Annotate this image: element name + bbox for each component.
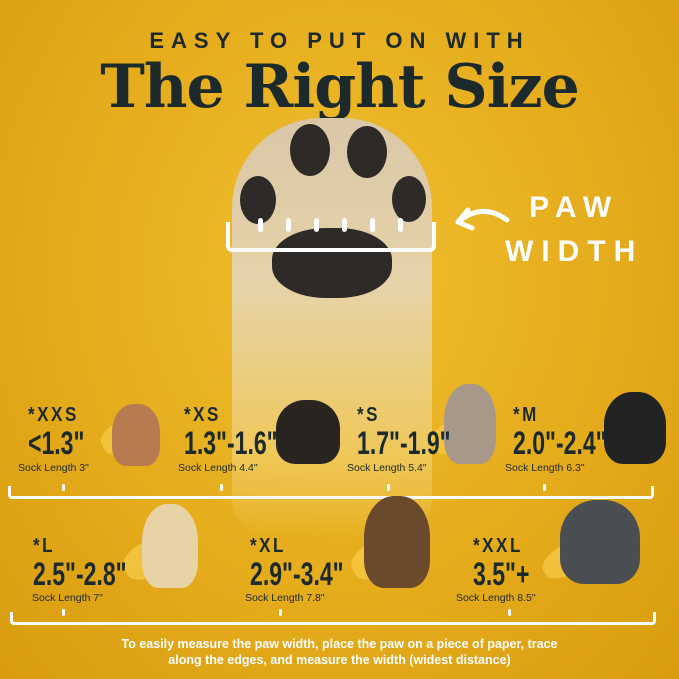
sock-length: Sock Length 4.4" (178, 462, 258, 474)
size-scale-row1 (8, 486, 654, 499)
sock-length: Sock Length 7" (32, 592, 103, 604)
dog-paw-photo (232, 118, 432, 538)
size-s: *S 1.7"-1.9" (357, 404, 487, 459)
sock-length: Sock Length 7.8" (245, 592, 325, 604)
dog-german-shepherd-image (364, 496, 430, 588)
size-range: 2.0"-2.4" (513, 425, 607, 461)
sock-length: Sock Length 3" (18, 462, 89, 474)
size-m: *M 2.0"-2.4" (513, 404, 643, 459)
measuring-instructions: To easily measure the paw width, place t… (0, 636, 679, 668)
instructions-line2: along the edges, and measure the width (… (168, 653, 511, 667)
size-range: 2.5"-2.8" (33, 556, 127, 592)
page-title: The Right Size (100, 52, 580, 122)
dog-yorkie-image (276, 400, 340, 464)
dog-chihuahua-image (112, 404, 160, 466)
size-xxs: *XXS <1.3" (28, 404, 106, 459)
size-range: 3.5"+ (473, 556, 530, 592)
size-xl: *XL 2.9"-3.4" (250, 535, 380, 590)
paw-width-label: PAW WIDTH (505, 186, 643, 274)
dog-golden-retriever-image (142, 504, 198, 588)
size-range: 1.3"-1.6" (184, 425, 278, 461)
size-range: 1.7"-1.9" (357, 425, 451, 461)
size-range: 2.9"-3.4" (250, 556, 344, 592)
size-label: *XS (184, 404, 221, 426)
paw-label-line1: PAW (529, 191, 620, 224)
size-scale-row2 (10, 612, 656, 625)
size-label: *XXS (28, 404, 79, 426)
sock-length: Sock Length 5.4" (347, 462, 427, 474)
instructions-line1: To easily measure the paw width, place t… (121, 637, 558, 651)
sock-length: Sock Length 8.5" (456, 592, 536, 604)
size-l: *L 2.5"-2.8" (33, 535, 163, 590)
headline-kicker: EASY TO PUT ON WITH (149, 28, 530, 53)
paw-label-line2: WIDTH (505, 235, 644, 268)
dog-french-bulldog-image (444, 384, 496, 464)
size-label: *XXL (473, 535, 523, 557)
sock-length: Sock Length 6.3" (505, 462, 585, 474)
size-label: *XL (250, 535, 286, 557)
paw-width-marker (226, 218, 436, 252)
dog-great-dane-image (560, 500, 640, 584)
size-range: <1.3" (28, 425, 85, 461)
arrow-left-icon (455, 207, 510, 231)
size-label: *L (33, 535, 56, 557)
size-xs: *XS 1.3"-1.6" (184, 404, 314, 459)
size-label: *M (513, 404, 539, 426)
dog-bernese-image (604, 392, 666, 464)
size-label: *S (357, 404, 381, 426)
size-xxl: *XXL 3.5"+ (473, 535, 551, 590)
